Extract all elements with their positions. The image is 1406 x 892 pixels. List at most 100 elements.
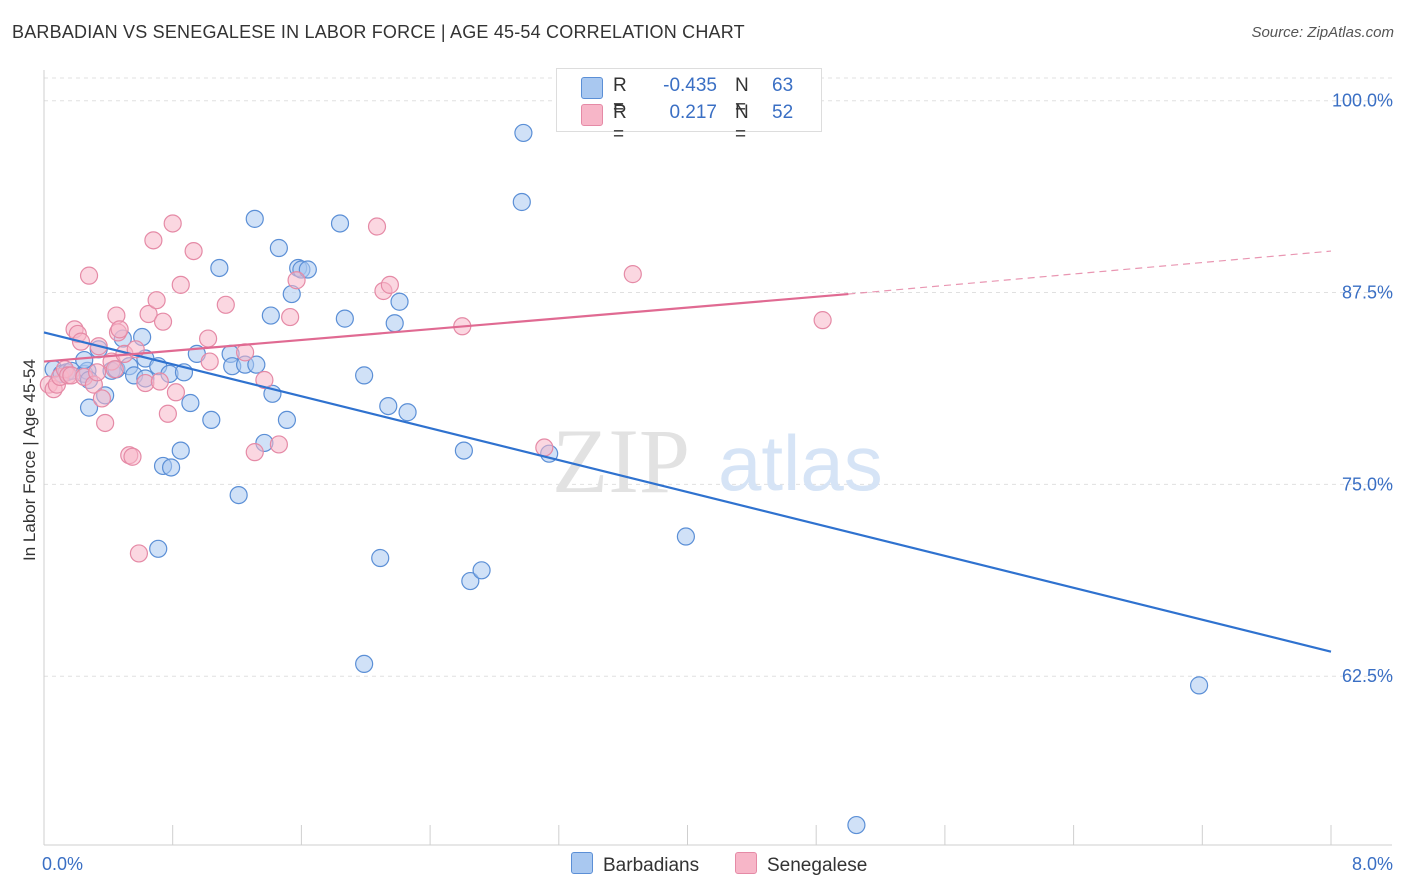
n-value: 63 bbox=[772, 75, 794, 96]
senegalese-point bbox=[623, 265, 642, 284]
senegalese-point bbox=[105, 360, 124, 379]
senegalese-point bbox=[235, 343, 255, 362]
correlation-legend: R = -0.435 N = 63 R = 0.217 N = 52 bbox=[556, 68, 822, 145]
barbadians-point bbox=[269, 238, 288, 258]
senegalese-point bbox=[184, 241, 203, 261]
y-tick-label: 62.5% bbox=[1342, 666, 1393, 686]
barbadians-point bbox=[398, 403, 417, 422]
barbadians-point bbox=[277, 410, 297, 430]
senegalese-point bbox=[158, 404, 177, 423]
senegalese-trendline-solid bbox=[43, 292, 849, 363]
y-tick-label: 100.0% bbox=[1332, 91, 1393, 111]
legend-label-barbadians: Barbadians bbox=[603, 855, 700, 876]
x-tick-label: 0.0% bbox=[42, 854, 83, 874]
barbadians-point bbox=[1189, 676, 1209, 695]
barbadians-point bbox=[79, 398, 99, 417]
senegalese-point bbox=[171, 275, 190, 294]
senegalese-point bbox=[110, 320, 129, 339]
senegalese-trendline-dashed bbox=[848, 250, 1332, 295]
trendlines bbox=[43, 250, 1332, 653]
senegalese-point bbox=[79, 266, 99, 285]
barbadians-point bbox=[355, 654, 374, 674]
source-credit: Source: ZipAtlas.com bbox=[1251, 24, 1394, 41]
barbadians-point bbox=[171, 441, 190, 460]
n-label: N = bbox=[735, 102, 749, 145]
data-points bbox=[39, 123, 1209, 835]
barbadians-point bbox=[461, 571, 480, 591]
senegalese-point bbox=[813, 311, 832, 330]
legend-item-senegalese: Senegalese bbox=[735, 852, 867, 877]
legend-label-senegalese: Senegalese bbox=[767, 855, 868, 876]
r-label: R = bbox=[613, 102, 627, 145]
barbadians-point bbox=[261, 306, 280, 325]
senegalese-point bbox=[255, 370, 274, 390]
barbadians-point bbox=[202, 410, 221, 430]
senegalese-point bbox=[200, 352, 219, 371]
barbadians-point bbox=[355, 366, 374, 385]
barbadians-point bbox=[454, 441, 473, 460]
barbadians-point bbox=[514, 123, 533, 143]
barbadians-point bbox=[149, 539, 168, 558]
senegalese-point bbox=[123, 447, 142, 466]
barbadians-point bbox=[472, 561, 491, 580]
senegalese-point bbox=[150, 372, 169, 391]
senegalese-point bbox=[139, 304, 158, 324]
senegalese-point bbox=[129, 544, 149, 563]
legend-item-barbadians: Barbadians bbox=[571, 852, 699, 877]
barbadians-point bbox=[298, 260, 317, 279]
barbadians-point bbox=[385, 314, 404, 333]
r-value: -0.435 bbox=[663, 75, 717, 96]
senegalese-point bbox=[153, 312, 173, 331]
barbadians-point bbox=[847, 815, 866, 835]
barbadians-point bbox=[512, 192, 531, 212]
senegalese-point bbox=[380, 275, 399, 294]
senegalese-point bbox=[198, 329, 218, 348]
barbadians-point bbox=[210, 258, 229, 278]
chart-title: BARBADIAN VS SENEGALESE IN LABOR FORCE |… bbox=[12, 22, 745, 42]
legend-swatch-barbadians bbox=[581, 77, 603, 99]
barbadians-point bbox=[161, 458, 181, 477]
senegalese-point bbox=[144, 231, 163, 250]
barbadians-point bbox=[676, 527, 695, 546]
senegalese-point bbox=[216, 295, 235, 314]
barbadians-point bbox=[245, 209, 264, 228]
senegalese-point bbox=[287, 271, 306, 290]
barbadians-point bbox=[330, 214, 350, 233]
barbadians-point bbox=[371, 548, 390, 568]
n-value: 52 bbox=[772, 102, 794, 123]
barbadians-point bbox=[247, 355, 266, 374]
barbadians-point bbox=[379, 396, 398, 416]
barbadians-trendline-solid bbox=[43, 331, 1332, 653]
legend-swatch-senegalese bbox=[581, 104, 603, 126]
x-tick-label: 8.0% bbox=[1352, 854, 1393, 874]
y-tick-label: 75.0% bbox=[1342, 474, 1393, 494]
senegalese-point bbox=[147, 291, 166, 310]
senegalese-point bbox=[367, 217, 387, 236]
barbadians-point bbox=[75, 350, 94, 370]
r-value: 0.217 bbox=[669, 102, 717, 123]
senegalese-point bbox=[163, 214, 182, 233]
barbadians-point bbox=[229, 485, 248, 505]
tick-labels: 62.5% 75.0% 87.5% 100.0% 0.0% 8.0% bbox=[42, 91, 1393, 874]
legend-swatch-senegalese bbox=[735, 852, 757, 874]
barbadians-point bbox=[335, 309, 354, 328]
senegalese-point bbox=[535, 438, 554, 457]
barbadians-point bbox=[390, 292, 409, 311]
senegalese-point bbox=[92, 389, 112, 408]
senegalese-point bbox=[281, 307, 300, 327]
legend-swatch-barbadians bbox=[571, 852, 593, 874]
y-tick-label: 87.5% bbox=[1342, 283, 1393, 303]
grid-lines bbox=[44, 77, 1392, 677]
watermark-atlas: atlas bbox=[718, 419, 883, 507]
axes bbox=[43, 70, 1392, 846]
barbadians-point bbox=[181, 393, 200, 413]
n-label: N = bbox=[735, 75, 749, 118]
senegalese-point bbox=[245, 443, 264, 462]
senegalese-point bbox=[87, 363, 107, 382]
watermark-zip: ZIP bbox=[552, 410, 690, 512]
senegalese-point bbox=[166, 383, 186, 402]
senegalese-point bbox=[269, 435, 288, 454]
r-label: R = bbox=[613, 75, 627, 118]
senegalese-point bbox=[96, 413, 115, 433]
